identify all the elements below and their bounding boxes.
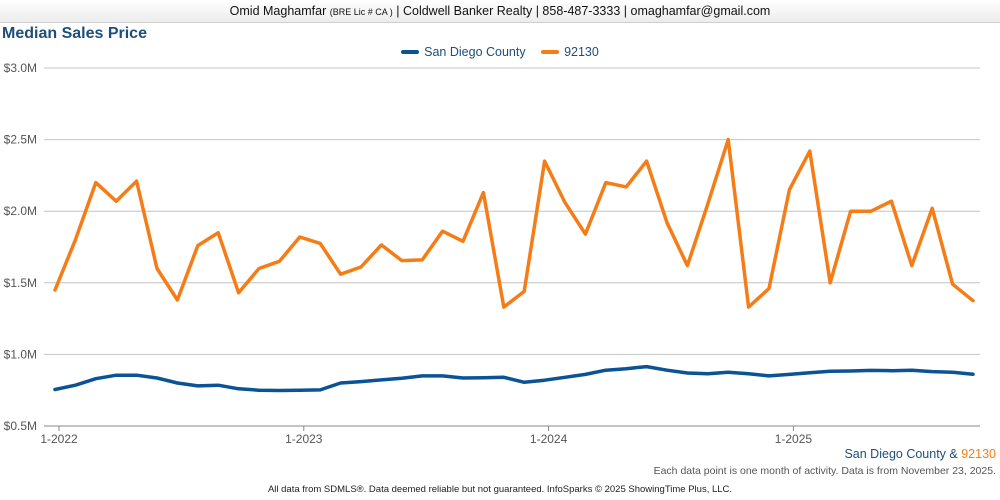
- x-tick-label: 1-2023: [285, 432, 323, 446]
- x-tick-label: 1-2025: [775, 432, 813, 446]
- y-tick-label: $2.5M: [4, 133, 37, 147]
- separator-3: |: [623, 4, 628, 18]
- legend-label-zip: 92130: [564, 45, 599, 59]
- series-source-line: San Diego County & 92130: [844, 447, 996, 461]
- source-label-county: San Diego County: [844, 447, 946, 461]
- license-number: (BRE Lic # CA ): [329, 7, 393, 17]
- legend-swatch-zip: [541, 49, 560, 54]
- agent-name: Omid Maghamfar: [229, 4, 327, 18]
- legend-label-county: San Diego County: [424, 45, 526, 59]
- x-tick-label: 1-2022: [40, 432, 78, 446]
- agent-contact-bar: Omid Maghamfar (BRE Lic # CA ) | Coldwel…: [0, 0, 1000, 23]
- chart-title: Median Sales Price: [2, 25, 147, 42]
- source-label-zip: 92130: [961, 447, 996, 461]
- separator-2: |: [535, 4, 539, 18]
- series-line-92130: [53, 137, 975, 309]
- y-tick-label: $1.0M: [4, 347, 37, 361]
- company-name: Coldwell Banker Realty: [402, 4, 533, 18]
- series-line-san-diego-county: [53, 364, 975, 393]
- y-tick-label: $1.5M: [4, 276, 37, 290]
- email-address: omaghamfar@gmail.com: [630, 4, 771, 18]
- phone-number: 858-487-3333: [542, 4, 621, 18]
- source-ampersand: &: [949, 447, 958, 461]
- x-tick-label: 1-2024: [530, 432, 568, 446]
- disclaimer-footer: All data from SDMLS®. Data deemed reliab…: [267, 484, 733, 495]
- y-tick-label: $3.0M: [4, 61, 37, 75]
- legend-item-county: San Diego County: [401, 45, 526, 59]
- legend-item-zip: 92130: [541, 45, 599, 59]
- y-tick-label: $2.0M: [4, 204, 37, 218]
- data-note: Each data point is one month of activity…: [653, 465, 996, 477]
- separator-1: |: [396, 4, 400, 18]
- legend-swatch-county: [401, 49, 420, 54]
- y-tick-label: $0.5M: [4, 419, 37, 433]
- chart-legend: San Diego County 92130: [0, 45, 1000, 59]
